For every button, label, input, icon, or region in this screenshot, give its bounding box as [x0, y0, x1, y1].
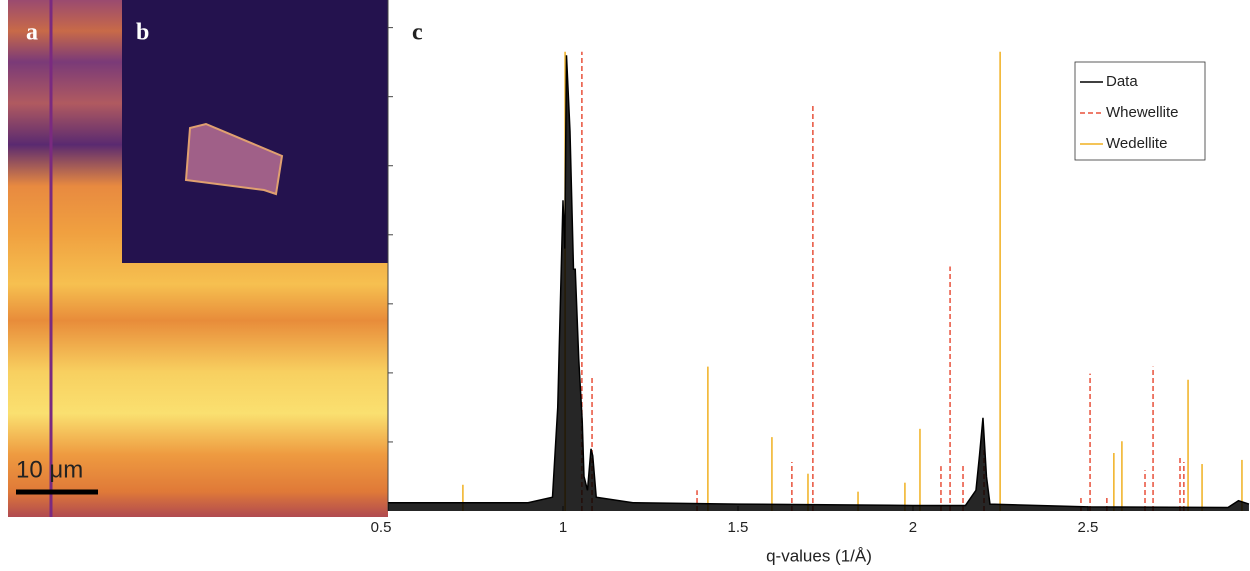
- data-line: [388, 55, 1250, 509]
- x-tick-label: 0.5: [371, 519, 392, 536]
- x-tick-label: 1: [559, 519, 567, 536]
- x-tick-label: 1.5: [728, 519, 749, 536]
- x-tick-label: 2.5: [1078, 519, 1099, 536]
- scale-bar-label: 10 μm: [16, 456, 83, 483]
- crystal: [184, 122, 284, 196]
- panel-label: a: [26, 20, 38, 46]
- panel-label: c: [412, 20, 423, 46]
- x-axis-label: q-values (1/Å): [766, 546, 872, 565]
- legend-label: Data: [1106, 73, 1138, 90]
- panel-label: b: [136, 20, 149, 46]
- legend-label: Wedellite: [1106, 135, 1167, 152]
- x-tick-label: 2: [909, 519, 917, 536]
- micrograph-b: [122, 0, 388, 263]
- legend-label: Whewellite: [1106, 104, 1179, 121]
